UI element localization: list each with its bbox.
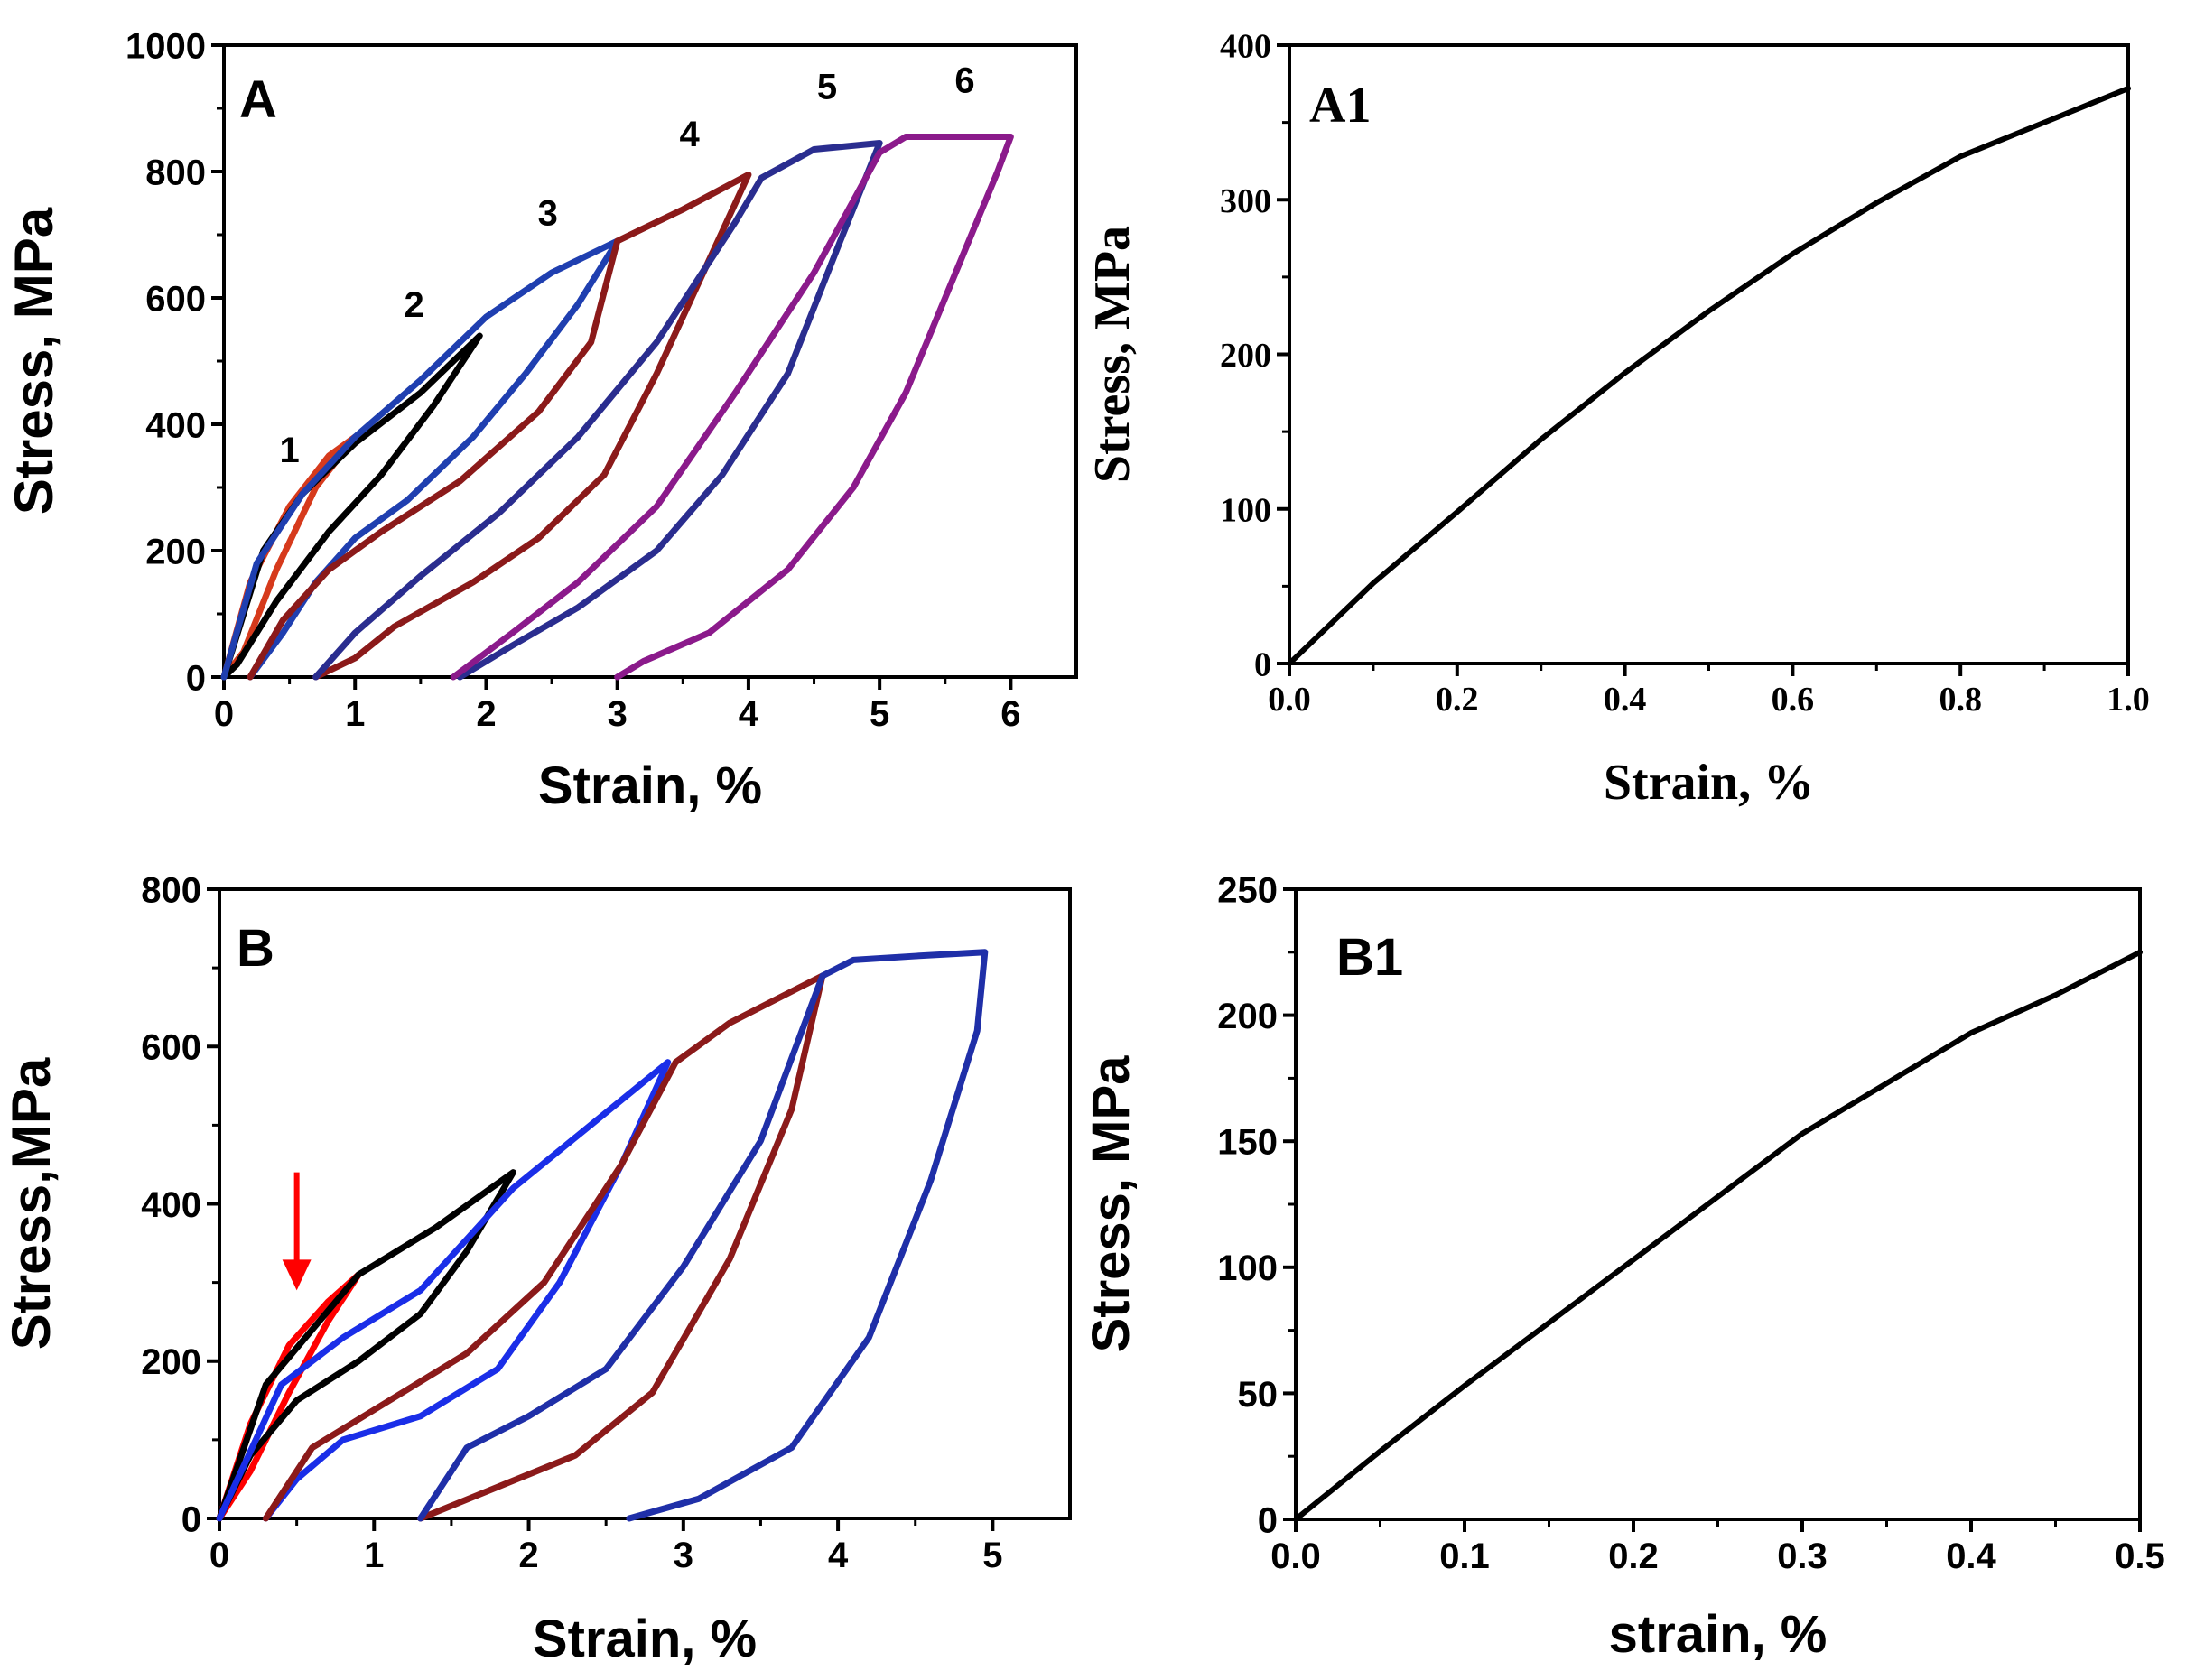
- y-tick-label: 250: [1217, 870, 1278, 910]
- panel-A-y-axis-label: Stress, MPa: [4, 207, 64, 515]
- series-line-4: [262, 972, 826, 1522]
- panel-B: B Strain, % Stress,MPa 0 1 2 3 4 5 0 200 400 600 8…: [1, 870, 1072, 1668]
- y-tick-label: 150: [1217, 1123, 1278, 1163]
- panel-B1-x-axis-label: strain, %: [1609, 1605, 1828, 1664]
- x-tick-label: 1: [345, 694, 365, 734]
- panel-B-label: B: [237, 919, 274, 978]
- x-tick-label: 5: [982, 1536, 1002, 1575]
- panel-A-x-axis-label: Strain, %: [538, 756, 762, 815]
- x-tick-label: 0.8: [1939, 681, 1982, 719]
- y-tick-label: 0: [1258, 1500, 1278, 1540]
- y-tick-label: 400: [145, 405, 206, 445]
- x-tick-label: 2: [518, 1536, 538, 1575]
- y-tick-label: 200: [141, 1342, 201, 1382]
- x-tick-label: 0.5: [2115, 1536, 2165, 1576]
- series-line-2: [216, 1169, 516, 1522]
- x-tick-label: 0.0: [1268, 681, 1311, 719]
- y-tick-label: 600: [141, 1028, 201, 1068]
- x-tick-label: 4: [739, 694, 759, 734]
- series-line-3: [216, 1059, 672, 1522]
- series-line-6: [450, 134, 1014, 681]
- panel-B1-frame: [1294, 887, 2142, 1521]
- x-tick-label: 0.4: [1604, 681, 1647, 719]
- y-tick-label: 400: [1220, 28, 1271, 66]
- series-line-2: [220, 332, 483, 681]
- y-tick-label: 100: [1217, 1248, 1278, 1288]
- x-tick-label: 3: [608, 694, 628, 734]
- curve-number-label: 5: [817, 68, 837, 107]
- x-tick-label: 3: [674, 1536, 693, 1575]
- panel-A-label: A: [239, 70, 277, 129]
- x-tick-label: 0.1: [1439, 1536, 1490, 1576]
- panel-B1-y-axis-label: Stress, MPa: [1082, 1055, 1140, 1353]
- y-tick-label: 200: [1220, 337, 1271, 375]
- series-line-3: [220, 237, 621, 681]
- x-tick-label: 1.0: [2107, 681, 2150, 719]
- x-tick-label: 0.4: [1946, 1536, 1996, 1576]
- y-tick-label: 50: [1238, 1375, 1279, 1415]
- arrow-head: [282, 1259, 312, 1291]
- series-line-5: [312, 140, 883, 681]
- x-tick-label: 0.0: [1270, 1536, 1321, 1576]
- y-tick-label: 400: [141, 1185, 201, 1225]
- panel-B1: B1 strain, % Stress, MPa 0.0 0.1 0.2 0.3 0.4…: [1082, 870, 2165, 1664]
- x-tick-label: 0: [214, 694, 234, 734]
- panel-A: A Strain, % Stress, MPa 0 1 2 3 4 5 6 0 200 400 60…: [4, 26, 1078, 815]
- y-tick-label: 0: [186, 658, 206, 698]
- x-tick-label: 0.2: [1436, 681, 1479, 719]
- y-tick-label: 300: [1220, 182, 1271, 220]
- y-tick-label: 1000: [126, 26, 206, 66]
- x-tick-label: 2: [476, 694, 496, 734]
- panel-A1-x-axis-label: Strain, %: [1604, 755, 1814, 811]
- panel-B1-label: B1: [1336, 928, 1403, 987]
- series-line-5: [417, 949, 989, 1522]
- curve-number-label: 4: [679, 115, 700, 154]
- panel-B-x-axis-label: Strain, %: [533, 1610, 757, 1668]
- x-tick-label: 0.6: [1772, 681, 1815, 719]
- y-tick-label: 0: [181, 1499, 201, 1539]
- x-tick-label: 5: [870, 694, 889, 734]
- x-tick-label: 1: [364, 1536, 384, 1575]
- curve-number-label: 2: [404, 285, 423, 325]
- y-tick-label: 800: [141, 870, 201, 910]
- panel-A1-y-axis-label: Stress, MPa: [1084, 226, 1140, 483]
- x-tick-label: 0.2: [1608, 1536, 1659, 1576]
- curve-number-label: 3: [538, 194, 558, 234]
- panel-A1: A1 Strain, % Stress, MPa 0.0 0.2 0.4 0.6 0.8…: [1084, 28, 2150, 811]
- series-line-1: [1293, 949, 2143, 1522]
- series-line-1: [1287, 85, 2131, 666]
- y-tick-label: 200: [145, 532, 206, 571]
- series-line-4: [247, 172, 752, 681]
- x-tick-label: 6: [1000, 694, 1020, 734]
- y-tick-label: 200: [1217, 997, 1278, 1036]
- y-tick-label: 0: [1254, 646, 1271, 684]
- panel-B-y-axis-label: Stress,MPa: [1, 1057, 61, 1350]
- curve-number-label: 1: [279, 431, 299, 470]
- y-tick-label: 100: [1220, 491, 1271, 529]
- y-tick-label: 800: [145, 153, 206, 192]
- panel-A1-label: A1: [1309, 78, 1371, 134]
- curve-number-label: 6: [954, 61, 974, 101]
- x-tick-label: 0: [209, 1536, 229, 1575]
- y-tick-label: 600: [145, 279, 206, 319]
- x-tick-label: 0.3: [1777, 1536, 1828, 1576]
- x-tick-label: 4: [828, 1536, 849, 1575]
